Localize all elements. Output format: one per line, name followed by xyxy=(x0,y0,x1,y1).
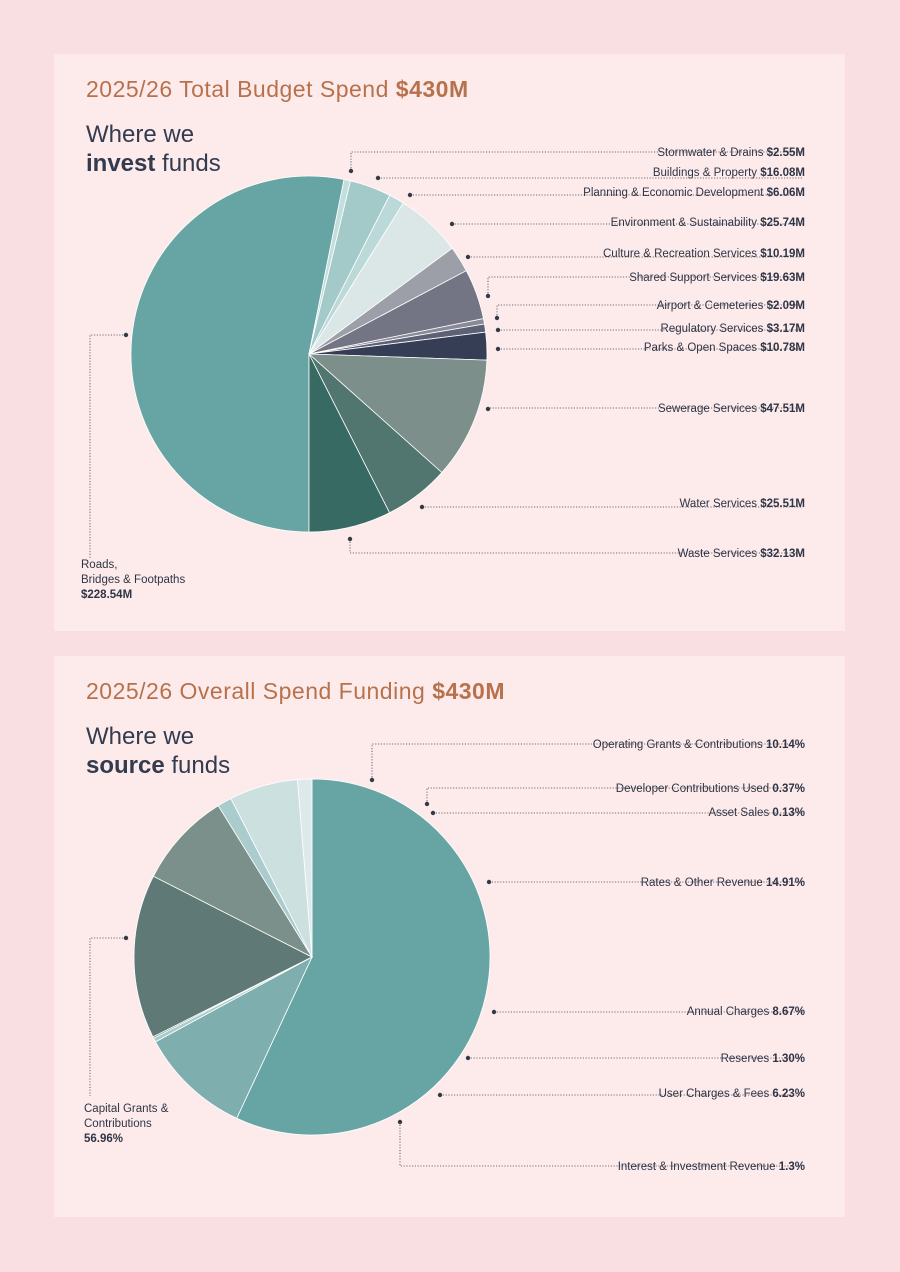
funding-slice-operating-grants-and-contributions xyxy=(154,956,313,1119)
spend-dot-shared-support-services xyxy=(485,293,491,299)
spend-slice-waste-services xyxy=(308,353,391,533)
funding-slice-interest-and-investment-revenue xyxy=(297,778,313,958)
spend-label-environment-and-sustainability: Environment & Sustainability $25.74M xyxy=(611,217,805,229)
spend-label-buildings-and-property: Buildings & Property $16.08M xyxy=(653,167,805,179)
funding-label-user-charges-and-fees: User Charges & Fees 6.23% xyxy=(659,1088,805,1100)
funding-dot-interest-and-investment-revenue xyxy=(397,1119,403,1125)
funding-leader-developer-contributions-used xyxy=(426,787,803,804)
funding-leader-operating-grants-and-contributions xyxy=(371,743,803,780)
funding-chart-title: 2025/26 Overall Spend Funding $430M xyxy=(86,678,506,704)
spend-slice-roads-bridges-and-footpaths xyxy=(130,175,345,533)
funding-panel: 2025/26 Overall Spend Funding $430M Wher… xyxy=(54,656,845,1217)
spend-label-roads-bridges-and-footpaths: Roads, Bridges & Footpaths $228.54M xyxy=(81,559,185,601)
spend-label-shared-support-services: Shared Support Services $19.63M xyxy=(629,272,805,284)
funding-dot-rates-and-other-revenue xyxy=(486,879,492,885)
spend-dot-stormwater-and-drains xyxy=(348,168,354,174)
spend-chart-subtitle: Where we invest funds xyxy=(86,121,221,177)
funding-slice-rates-and-other-revenue xyxy=(133,875,313,1038)
funding-dot-reserves xyxy=(465,1055,471,1061)
funding-dot-asset-sales xyxy=(430,810,436,816)
spend-slice-sewerage-services xyxy=(307,353,488,474)
spend-dot-planning-and-economic-development xyxy=(407,192,413,198)
spend-leader-roads-bridges-and-footpaths xyxy=(89,334,126,559)
spend-dot-parks-and-open-spaces xyxy=(495,346,501,352)
spend-dot-culture-and-recreation-services xyxy=(465,254,471,260)
spend-pie-chart: Stormwater & Drains $2.55M Buildings & Pr… xyxy=(81,147,806,601)
spend-dot-water-services xyxy=(419,504,425,510)
funding-label-asset-sales: Asset Sales 0.13% xyxy=(708,807,805,819)
spend-dot-sewerage-services xyxy=(485,406,491,412)
spend-label-waste-services: Waste Services $32.13M xyxy=(678,548,805,560)
spend-label-stormwater-and-drains: Stormwater & Drains $2.55M xyxy=(657,147,805,159)
spend-panel: 2025/26 Total Budget Spend $430M Where w… xyxy=(54,54,845,631)
spend-leader-shared-support-services xyxy=(487,276,803,296)
spend-dot-airport-and-cemeteries xyxy=(494,315,500,321)
funding-dot-developer-contributions-used xyxy=(424,801,430,807)
funding-label-annual-charges: Annual Charges 8.67% xyxy=(687,1006,805,1018)
funding-dot-user-charges-and-fees xyxy=(437,1092,443,1098)
funding-leader-interest-and-investment-revenue xyxy=(399,1122,803,1167)
funding-pie-chart: Operating Grants & Contributions 10.14% D… xyxy=(84,739,805,1173)
spend-dot-waste-services xyxy=(347,536,353,542)
funding-dot-annual-charges xyxy=(491,1009,497,1015)
spend-dot-roads-bridges-and-footpaths xyxy=(123,332,129,338)
spend-dot-regulatory-services xyxy=(495,327,501,333)
spend-chart-title: 2025/26 Total Budget Spend $430M xyxy=(86,76,469,102)
spend-dot-environment-and-sustainability xyxy=(449,221,455,227)
spend-label-water-services: Water Services $25.51M xyxy=(680,498,806,510)
funding-label-reserves: Reserves 1.30% xyxy=(721,1053,805,1065)
funding-label-capital-grants-and-contributions: Capital Grants & Contributions 56.96% xyxy=(84,1103,169,1145)
funding-dot-operating-grants-and-contributions xyxy=(369,777,375,783)
spend-label-parks-and-open-spaces: Parks & Open Spaces $10.78M xyxy=(644,342,805,354)
spend-leader-stormwater-and-drains xyxy=(350,151,803,171)
funding-chart-subtitle: Where we source funds xyxy=(86,723,231,779)
spend-dot-buildings-and-property xyxy=(375,175,381,181)
funding-label-operating-grants-and-contributions: Operating Grants & Contributions 10.14% xyxy=(593,739,805,751)
funding-dot-capital-grants-and-contributions xyxy=(123,935,129,941)
spend-label-sewerage-services: Sewerage Services $47.51M xyxy=(658,403,805,415)
funding-leader-capital-grants-and-contributions xyxy=(89,937,126,1096)
funding-label-interest-and-investment-revenue: Interest & Investment Revenue 1.3% xyxy=(618,1161,805,1173)
spend-leader-waste-services xyxy=(349,539,803,554)
spend-label-culture-and-recreation-services: Culture & Recreation Services $10.19M xyxy=(603,248,805,260)
spend-label-regulatory-services: Regulatory Services $3.17M xyxy=(661,323,805,335)
funding-label-rates-and-other-revenue: Rates & Other Revenue 14.91% xyxy=(641,877,805,889)
spend-label-planning-and-economic-development: Planning & Economic Development $6.06M xyxy=(583,187,805,199)
funding-slice-capital-grants-and-contributions xyxy=(236,778,491,1136)
funding-label-developer-contributions-used: Developer Contributions Used 0.37% xyxy=(616,783,805,795)
funding-slice-annual-charges xyxy=(152,805,314,959)
spend-label-airport-and-cemeteries: Airport & Cemeteries $2.09M xyxy=(657,300,805,312)
